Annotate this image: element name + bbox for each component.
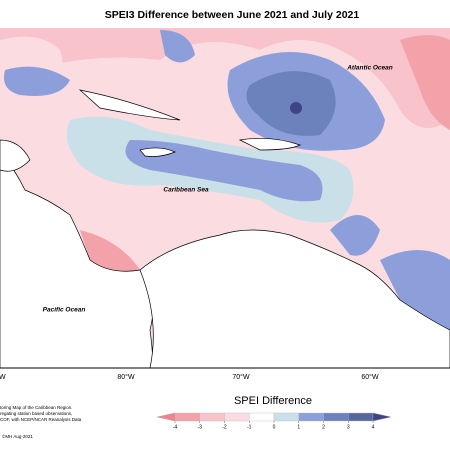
footer-text: regating station based observations, bbox=[0, 411, 72, 416]
colorbar-end bbox=[372, 412, 392, 422]
footer-text: toring Map of the Caribbean Region. bbox=[0, 405, 73, 410]
legend-title: SPEI Difference bbox=[234, 395, 312, 407]
colorbar-tick-label: 2 bbox=[322, 424, 325, 430]
colorbar-tick-label: -2 bbox=[222, 424, 227, 430]
footer-text: ©MH Aug-2021 bbox=[2, 433, 33, 439]
longitude-label: 80°W bbox=[117, 373, 135, 381]
colorbar-end bbox=[156, 412, 176, 422]
colorbar-tick-label: 1 bbox=[297, 424, 300, 430]
colorbar-segment bbox=[273, 412, 299, 422]
map bbox=[0, 28, 450, 369]
ocean-label: Atlantic Ocean bbox=[346, 65, 393, 72]
colorbar-tick-label: -1 bbox=[247, 424, 252, 430]
longitude-label: 60°W bbox=[361, 373, 379, 381]
colorbar-segment bbox=[298, 412, 324, 422]
colorbar-segment bbox=[348, 412, 374, 422]
colorbar-tick-label: 0 bbox=[273, 424, 276, 430]
colorbar-tick-label: 4 bbox=[372, 424, 375, 430]
footer-text: COF, with NCEP/NCAR Reanalysis Data bbox=[0, 417, 82, 422]
colorbar-segment bbox=[224, 412, 250, 422]
longitude-label: 90°W bbox=[0, 373, 6, 381]
colorbar-segment bbox=[174, 412, 200, 422]
colorbar-segment bbox=[249, 412, 275, 422]
ocean-label: Caribbean Sea bbox=[163, 187, 209, 194]
longitude-label: 70°W bbox=[232, 373, 250, 381]
colorbar-segment bbox=[323, 412, 349, 422]
colorbar-tick-label: -3 bbox=[198, 424, 203, 430]
title: SPEI3 Difference between June 2021 and J… bbox=[105, 9, 360, 21]
colorbar-tick-label: 3 bbox=[347, 424, 350, 430]
ocean-label: Pacific Ocean bbox=[43, 307, 86, 314]
colorbar-segment bbox=[199, 412, 225, 422]
colorbar-tick-label: -4 bbox=[173, 424, 178, 430]
